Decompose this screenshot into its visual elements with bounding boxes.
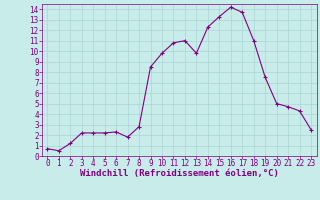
X-axis label: Windchill (Refroidissement éolien,°C): Windchill (Refroidissement éolien,°C) (80, 169, 279, 178)
